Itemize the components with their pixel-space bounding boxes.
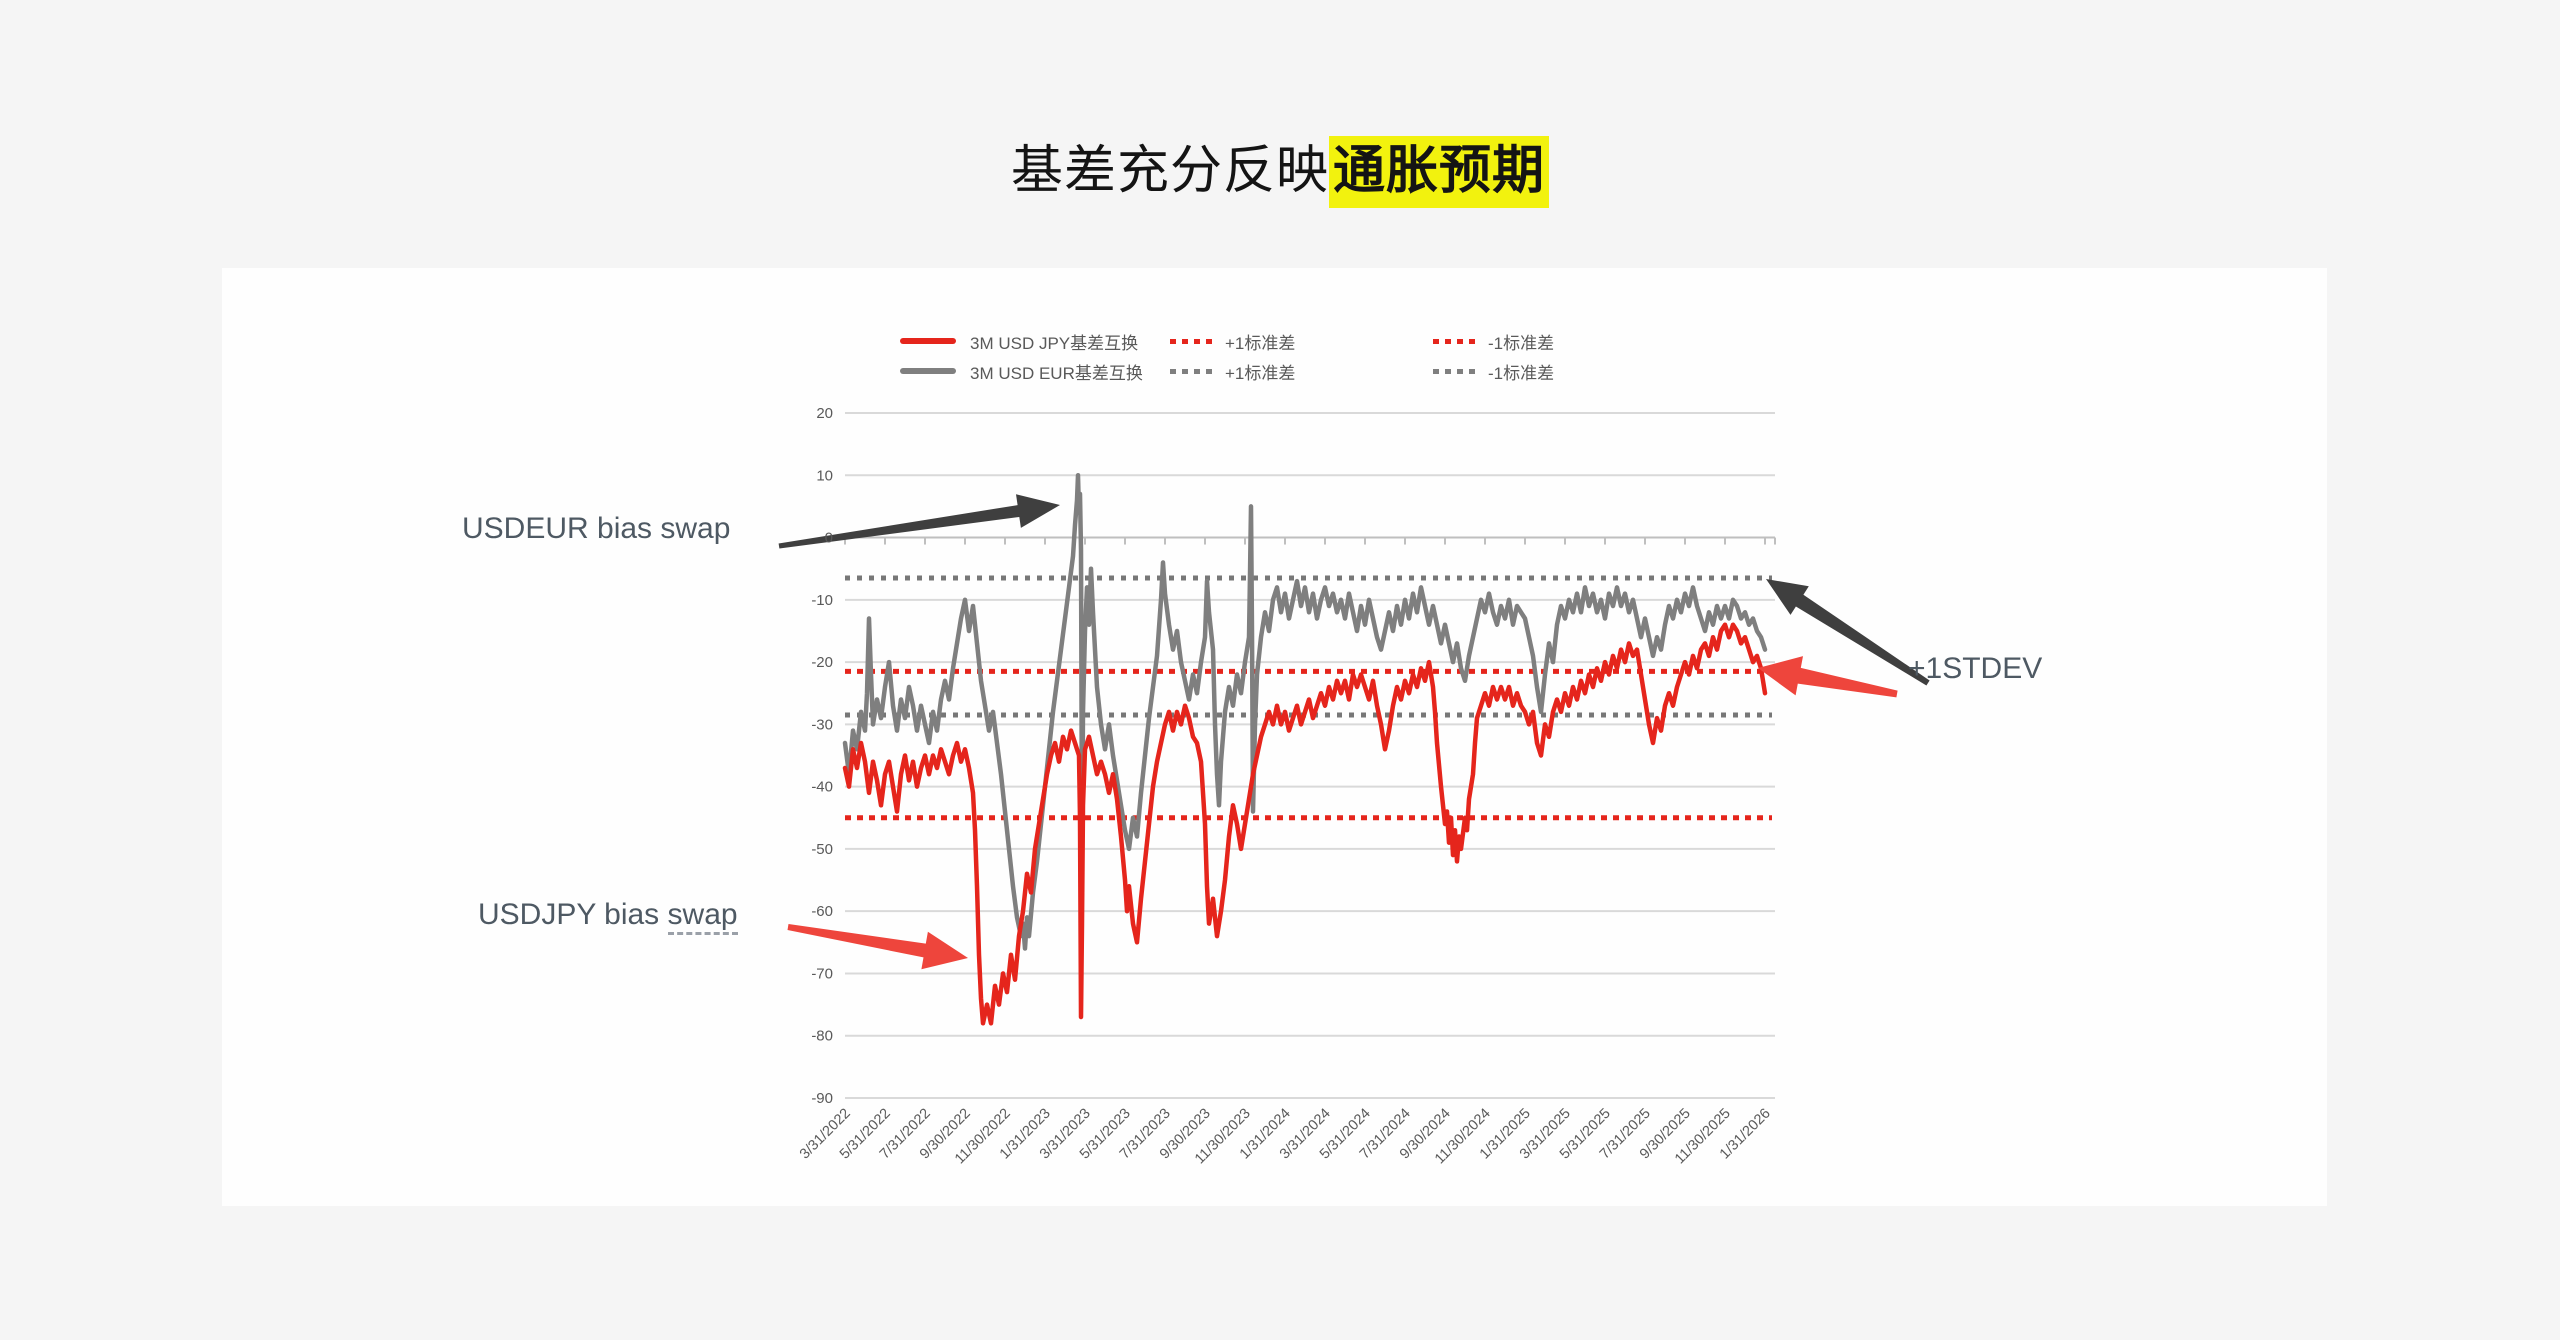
series-usdjpy xyxy=(842,622,1768,1026)
title-prefix: 基差充分反映 xyxy=(1010,142,1329,200)
y-tick-label: 10 xyxy=(816,467,833,484)
y-tick-label: -20 xyxy=(811,654,833,671)
eur-minus1-dotted-swatch xyxy=(1433,368,1479,374)
annotation-usdeur-label: USDEUR bias swap xyxy=(462,512,731,545)
y-tick-label: -10 xyxy=(811,592,833,609)
legend-label: 3M USD JPY基差互换 xyxy=(970,333,1139,353)
jpy-minus1-dotted-swatch xyxy=(1433,338,1479,344)
legend-row-jpy: 3M USD JPY基差互换 +1标准差 -1标准差 xyxy=(900,330,1560,353)
y-tick-label: 20 xyxy=(816,405,833,422)
annotation-usdjpy-label: USDJPY bias swap xyxy=(478,898,738,935)
legend-label: 3M USD EUR基差互换 xyxy=(970,363,1143,383)
series-usdeur xyxy=(842,473,1768,951)
slide-title: 基差充分反映通胀预期 xyxy=(0,128,2560,208)
callout-arrows xyxy=(778,494,1930,970)
arrow-stdev-black xyxy=(1766,579,1930,686)
y-tick-label: -80 xyxy=(811,1028,833,1045)
annotation-usdjpy-prefix: USDJPY bias xyxy=(478,898,668,931)
legend-label: -1标准差 xyxy=(1488,333,1555,353)
eur-plus1-dotted-swatch xyxy=(1170,368,1216,374)
arrow-usdeur xyxy=(778,494,1060,549)
y-tick-label: 0 xyxy=(825,530,833,547)
y-tick-label: -90 xyxy=(811,1090,833,1107)
y-tick-label: -30 xyxy=(811,716,833,733)
annotation-plus1stdev-label: +1STDEV xyxy=(1908,652,2043,685)
y-tick-label: -50 xyxy=(811,841,833,858)
arrow-usdjpy xyxy=(787,924,968,970)
y-tick-label: -60 xyxy=(811,903,833,920)
legend-label: +1标准差 xyxy=(1225,363,1296,383)
arrow-stdev-red xyxy=(1758,656,1898,698)
legend-row-eur: 3M USD EUR基差互换 +1标准差 -1标准差 xyxy=(900,360,1560,383)
y-tick-label: -70 xyxy=(811,965,833,982)
jpy-plus1-dotted-swatch xyxy=(1170,338,1216,344)
series-lines xyxy=(842,473,1768,1026)
title-highlight: 通胀预期 xyxy=(1329,136,1550,208)
eur-line-swatch xyxy=(900,368,956,374)
legend-label: -1标准差 xyxy=(1488,363,1555,383)
gridlines xyxy=(844,412,1776,1099)
jpy-line-swatch xyxy=(900,338,956,344)
content-panel xyxy=(222,268,2327,1206)
annotation-usdjpy-swap-word: swap xyxy=(667,898,738,935)
stdev-dotted-lines xyxy=(845,575,1772,821)
y-tick-label: -40 xyxy=(811,779,833,796)
chart-legend: 3M USD JPY基差互换 +1标准差 -1标准差 3M USD EUR基差互… xyxy=(900,330,1560,383)
legend-label: +1标准差 xyxy=(1225,333,1296,353)
